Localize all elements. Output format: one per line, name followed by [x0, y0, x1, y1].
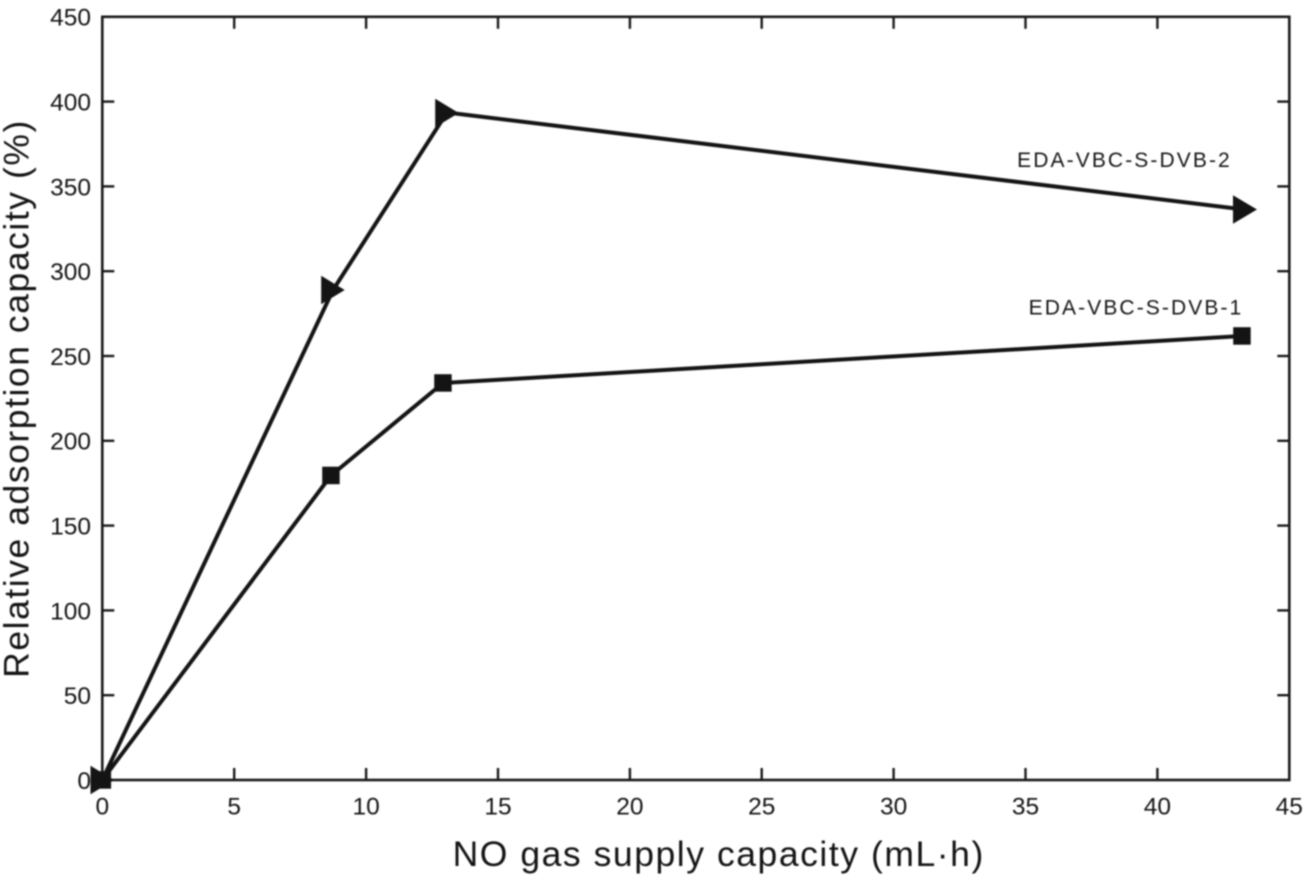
svg-text:0: 0 [95, 794, 109, 821]
svg-text:45: 45 [1276, 794, 1303, 821]
svg-text:10: 10 [352, 794, 379, 821]
svg-text:Relative adsorption capacity (: Relative adsorption capacity (%) [0, 119, 37, 678]
svg-text:0: 0 [77, 768, 91, 795]
svg-text:5: 5 [227, 794, 241, 821]
svg-text:NO gas supply capacity (mL·h): NO gas supply capacity (mL·h) [453, 834, 985, 874]
svg-text:300: 300 [50, 259, 91, 286]
svg-text:250: 250 [50, 344, 91, 371]
svg-text:30: 30 [880, 794, 907, 821]
svg-text:200: 200 [50, 429, 91, 456]
svg-text:100: 100 [50, 598, 91, 625]
svg-text:350: 350 [50, 174, 91, 201]
svg-text:25: 25 [748, 794, 775, 821]
svg-text:40: 40 [1144, 794, 1171, 821]
svg-text:15: 15 [484, 794, 511, 821]
svg-text:35: 35 [1012, 794, 1039, 821]
svg-text:450: 450 [50, 5, 91, 32]
svg-text:20: 20 [616, 794, 643, 821]
svg-text:50: 50 [64, 683, 91, 710]
svg-text:EDA-VBC-S-DVB-1: EDA-VBC-S-DVB-1 [1029, 297, 1244, 320]
svg-text:400: 400 [50, 90, 91, 117]
svg-text:EDA-VBC-S-DVB-2: EDA-VBC-S-DVB-2 [1017, 149, 1232, 172]
svg-text:150: 150 [50, 514, 91, 541]
